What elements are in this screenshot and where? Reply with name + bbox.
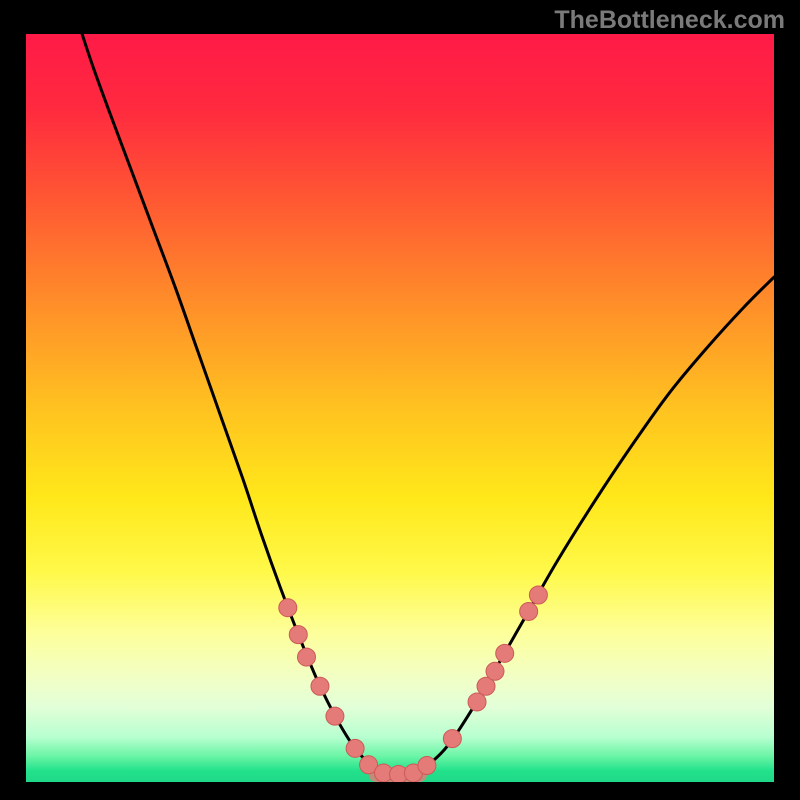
curve-marker: [529, 586, 547, 604]
curve-marker: [326, 707, 344, 725]
plot-area: [26, 34, 774, 782]
bottleneck-curve: [82, 34, 774, 775]
curve-marker: [279, 599, 297, 617]
curve-marker: [443, 730, 461, 748]
chart-svg: [26, 34, 774, 782]
curve-marker: [346, 739, 364, 757]
curve-marker: [298, 648, 316, 666]
watermark-text: TheBottleneck.com: [554, 6, 785, 35]
curve-marker: [418, 757, 436, 775]
curve-marker: [289, 626, 307, 644]
curve-marker: [468, 693, 486, 711]
curve-marker: [311, 677, 329, 695]
curve-marker: [486, 662, 504, 680]
curve-marker: [520, 602, 538, 620]
curve-marker: [496, 644, 514, 662]
